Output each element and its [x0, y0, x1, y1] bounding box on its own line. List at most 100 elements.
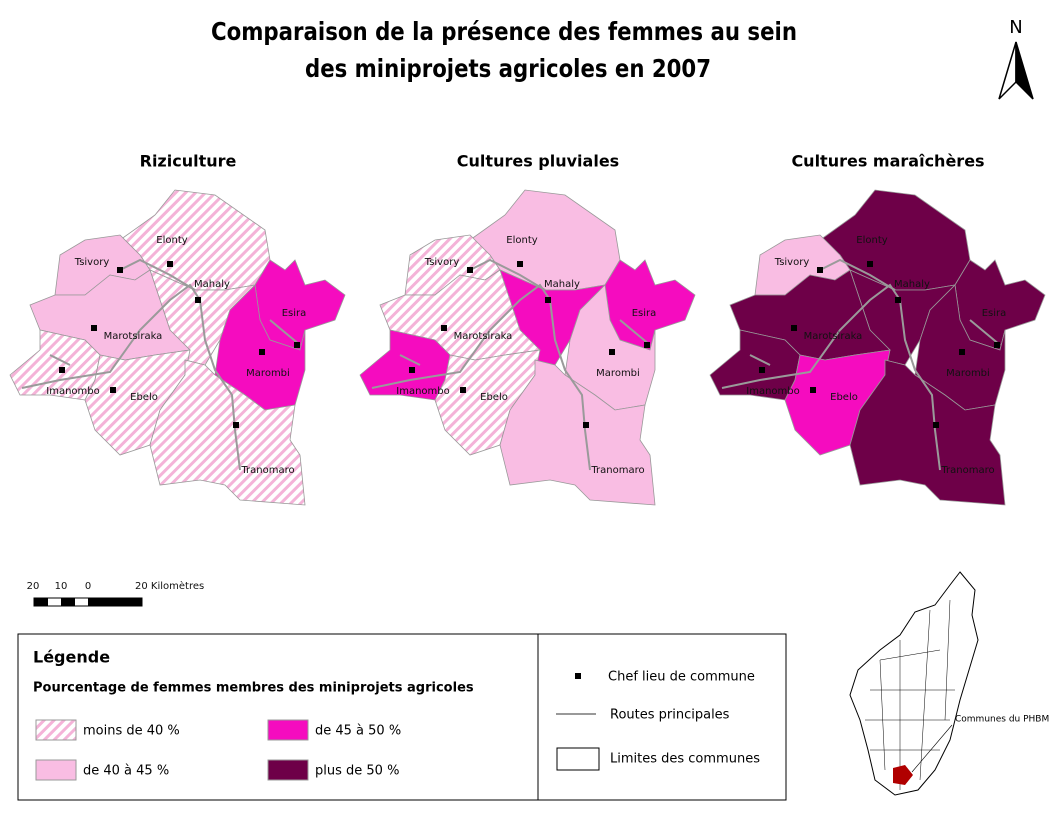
commune [849, 359, 1006, 506]
legend-title: Légende [33, 648, 110, 667]
commune-label: Elonty [506, 235, 537, 246]
chef-lieu [810, 387, 816, 393]
scale-label: 20 Kilomètres [135, 580, 204, 592]
commune-label: Marombi [246, 368, 290, 379]
map: Cultures pluviales Elonty Tsivory Mahaly Mar… [359, 152, 696, 506]
map-title: Cultures maraîchères [791, 152, 984, 171]
chef-lieu [441, 325, 447, 331]
scale-bar: 20 10 0 20 Kilomètres [27, 580, 204, 607]
chef-lieu [867, 261, 873, 267]
chef-lieu [895, 297, 901, 303]
commune-label: Tranomaro [940, 465, 994, 476]
legend: Légende Pourcentage de femmes membres de… [17, 633, 787, 801]
commune-label: Elonty [156, 235, 187, 246]
chef-lieu [791, 325, 797, 331]
commune-label: Marotsiraka [804, 331, 863, 342]
road [399, 354, 421, 366]
legend-label: moins de 40 % [83, 724, 180, 739]
scale-label: 10 [55, 581, 68, 592]
road [21, 283, 241, 471]
north-arrow: N [998, 17, 1034, 100]
road [721, 283, 941, 471]
commune-label: Imanombo [746, 386, 799, 397]
chef-lieu [167, 261, 173, 267]
chef-lieu [545, 297, 551, 303]
legend-symbol-label: Limites des communes [610, 752, 760, 767]
road [49, 354, 71, 366]
commune-label: Esira [282, 308, 307, 319]
chef-lieu [195, 297, 201, 303]
commune-label: Tranomaro [240, 465, 294, 476]
commune-label: Marotsiraka [104, 331, 163, 342]
chef-lieu [110, 387, 116, 393]
chef-lieu [933, 422, 939, 428]
chef-lieu [259, 349, 265, 355]
chef-lieu [467, 267, 473, 273]
road [371, 283, 591, 471]
scale-label: 0 [85, 581, 91, 592]
chef-lieu [91, 325, 97, 331]
road [749, 354, 771, 366]
road [969, 319, 1001, 346]
legend-label: plus de 50 % [315, 764, 399, 779]
road [469, 258, 546, 291]
road [619, 319, 651, 346]
chef-lieu [759, 367, 765, 373]
commune [499, 359, 656, 506]
north-label: N [1009, 17, 1022, 38]
commune-label: Marotsiraka [454, 331, 513, 342]
commune-label: Marombi [946, 368, 990, 379]
chef-lieu [233, 422, 239, 428]
map-title: Riziculture [140, 152, 237, 171]
chef-lieu [409, 367, 415, 373]
commune-label: Mahaly [894, 279, 930, 290]
commune-label: Mahaly [194, 279, 230, 290]
map: Riziculture Elonty Tsivory Mahaly Marotsirak… [9, 152, 346, 506]
commune-label: Mahaly [544, 279, 580, 290]
chef-lieu [59, 367, 65, 373]
commune-label: Ebelo [830, 392, 858, 403]
legend-label: de 45 à 50 % [315, 724, 401, 739]
road [269, 319, 301, 346]
chef-lieu [294, 342, 300, 348]
commune-label: Ebelo [480, 392, 508, 403]
legend-swatch [35, 719, 77, 741]
road [119, 258, 196, 291]
legend-swatch [35, 759, 77, 781]
commune-label: Ebelo [130, 392, 158, 403]
inset-label: Communes du PHBM [955, 715, 1049, 725]
chef-lieu [460, 387, 466, 393]
chef-lieu [117, 267, 123, 273]
commune-label: Esira [982, 308, 1007, 319]
inset-map: Communes du PHBM [849, 571, 1049, 796]
commune-label: Tsivory [74, 257, 110, 268]
road [819, 258, 896, 291]
chef-lieu [959, 349, 965, 355]
title: Comparaison de la présence des femmes au… [211, 17, 797, 46]
map-title: Cultures pluviales [457, 152, 619, 171]
chef-lieu [517, 261, 523, 267]
commune-label: Elonty [856, 235, 887, 246]
scale-label: 20 [27, 581, 40, 592]
chef-lieu [644, 342, 650, 348]
legend-subtitle: Pourcentage de femmes membres des minipr… [33, 681, 474, 696]
chef-lieu [609, 349, 615, 355]
chef-lieu [817, 267, 823, 273]
legend-swatch [267, 759, 309, 781]
commune-label: Imanombo [396, 386, 449, 397]
chef-lieu [994, 342, 1000, 348]
chef-lieu [583, 422, 589, 428]
legend-label: de 40 à 45 % [83, 764, 169, 779]
title: des miniprojets agricoles en 2007 [305, 54, 711, 83]
map: Cultures maraîchères Elonty Tsivory Mahaly M… [709, 152, 1046, 506]
legend-symbol-label: Chef lieu de commune [608, 670, 755, 685]
legend-symbol-label: Routes principales [610, 708, 730, 723]
legend-swatch [267, 719, 309, 741]
commune-label: Marombi [596, 368, 640, 379]
commune-label: Tsivory [774, 257, 810, 268]
commune-label: Esira [632, 308, 657, 319]
commune-label: Imanombo [46, 386, 99, 397]
commune-label: Tranomaro [590, 465, 644, 476]
commune [149, 359, 306, 506]
